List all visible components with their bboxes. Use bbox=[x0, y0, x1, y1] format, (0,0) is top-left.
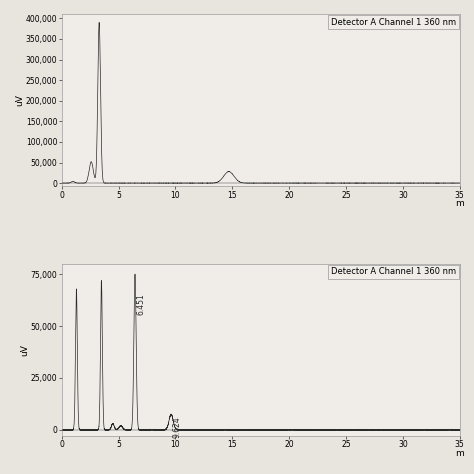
Text: 9.624: 9.624 bbox=[173, 416, 182, 438]
Y-axis label: uV: uV bbox=[20, 344, 29, 356]
Text: m: m bbox=[455, 448, 464, 457]
Text: Detector A Channel 1 360 nm: Detector A Channel 1 360 nm bbox=[331, 267, 456, 276]
Text: 6.451: 6.451 bbox=[137, 293, 146, 315]
Text: Detector A Channel 1 360 nm: Detector A Channel 1 360 nm bbox=[331, 18, 456, 27]
Y-axis label: uV: uV bbox=[16, 94, 25, 106]
Text: m: m bbox=[455, 199, 464, 208]
